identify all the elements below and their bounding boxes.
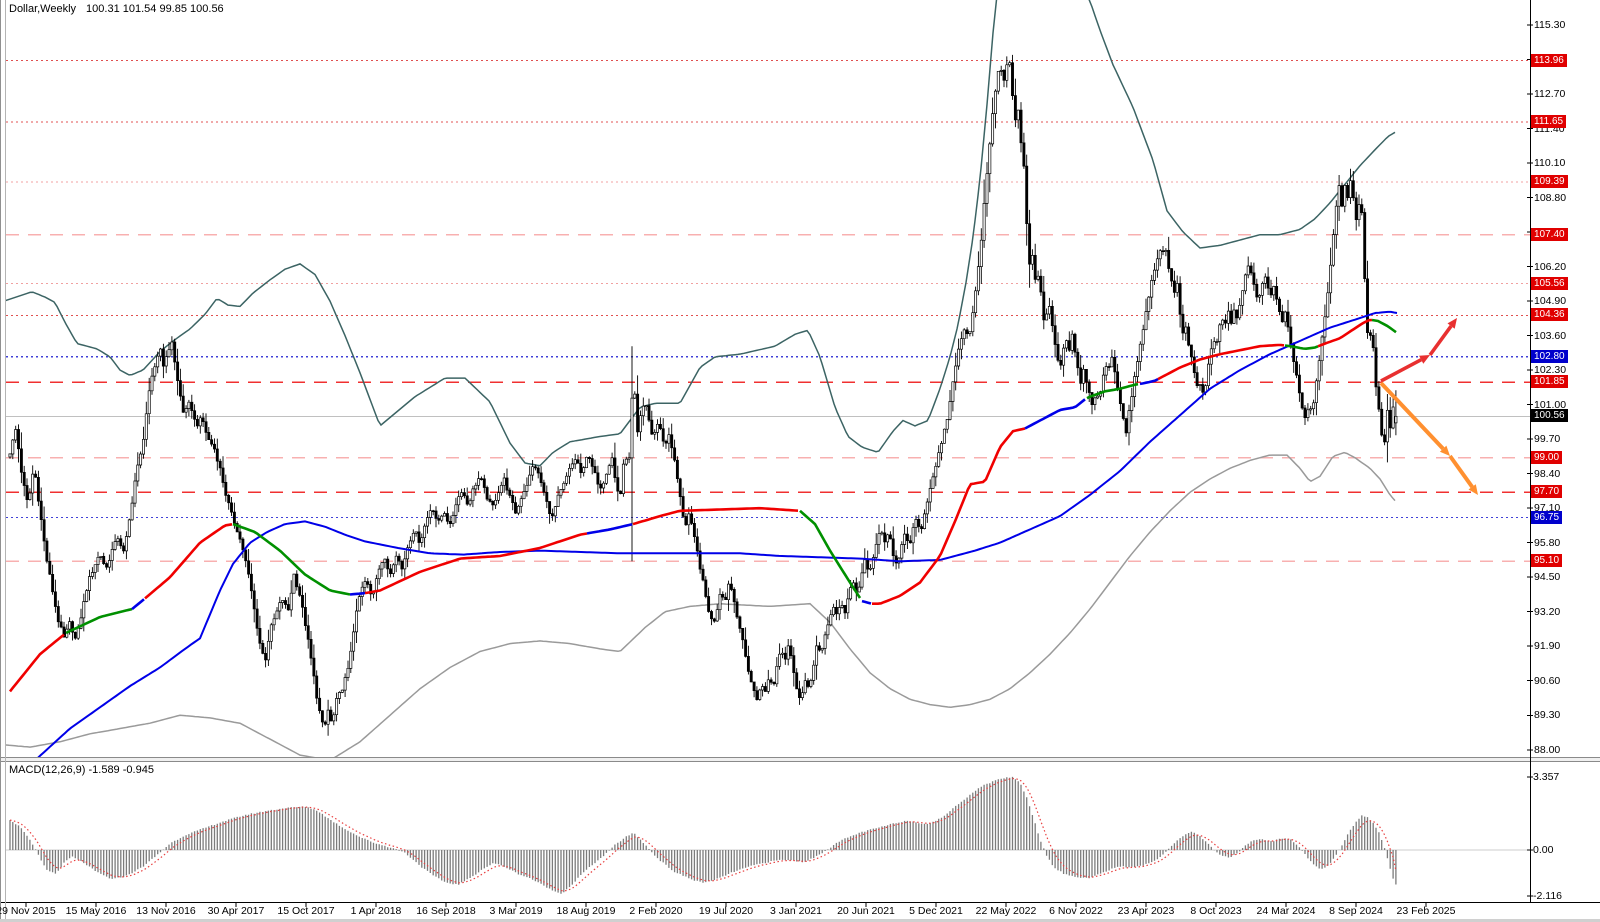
- macd-histogram: [9, 776, 1397, 894]
- time-axis-label: 15 May 2016: [65, 905, 127, 917]
- macd-indicator-label: MACD(12,26,9) -1.589 -0.945: [9, 764, 154, 776]
- price-level-tag: 102.80: [1531, 349, 1568, 363]
- price-axis-tick: 89.30: [1534, 709, 1561, 722]
- bollinger-bands: [6, 0, 1396, 757]
- price-axis-tick: 88.00: [1534, 743, 1561, 756]
- price-level-tag: 99.00: [1531, 450, 1563, 464]
- macd-main-value: -1.589: [88, 764, 120, 776]
- macd-axis-tick: 0.00: [1533, 844, 1554, 856]
- price-level-tag: 113.96: [1531, 53, 1567, 67]
- price-level-tag: 109.39: [1531, 174, 1568, 188]
- axis-ticks: [25, 24, 1533, 907]
- price-level-tag: 95.10: [1531, 554, 1563, 568]
- macd-signal-line: [9, 777, 1397, 892]
- time-axis-label: 22 May 2022: [975, 905, 1037, 917]
- price-level-tag: 96.75: [1531, 510, 1563, 524]
- time-axis-label: 30 Apr 2017: [207, 905, 265, 917]
- macd-axis-tick: 3.357: [1533, 771, 1560, 784]
- price-axis-tick: 102.30: [1534, 364, 1567, 377]
- price-axis-tick: 108.80: [1534, 191, 1567, 204]
- time-axis-label: 3 Jan 2021: [770, 905, 822, 917]
- price-axis-tick: 99.70: [1534, 433, 1561, 446]
- candlesticks: [8, 54, 1398, 736]
- price-level-tag: 101.85: [1531, 375, 1568, 389]
- time-axis-label: 13 Nov 2016: [136, 905, 196, 917]
- time-axis-label: 8 Sep 2024: [1329, 905, 1383, 917]
- price-level-tag: 107.40: [1531, 227, 1568, 241]
- time-axis-label: 8 Oct 2023: [1190, 905, 1242, 917]
- time-axis-label: 23 Apr 2023: [1117, 905, 1175, 917]
- ohlc-values: 100.31 101.54 99.85 100.56: [86, 3, 224, 15]
- time-axis-label: 6 Nov 2022: [1049, 905, 1103, 917]
- time-axis-label: 29 Nov 2015: [0, 905, 56, 917]
- chart-title: Dollar,Weekly 100.31 101.54 99.85 100.56: [9, 3, 224, 15]
- price-axis-tick: 95.80: [1534, 536, 1561, 549]
- time-axis-label: 23 Feb 2025: [1396, 905, 1456, 917]
- forecast-arrows: [1379, 318, 1478, 495]
- time-axis-label: 1 Apr 2018: [350, 905, 402, 917]
- macd-signal-value: -0.945: [122, 764, 154, 776]
- price-level-tag: 105.56: [1531, 276, 1568, 290]
- macd-name: MACD(12,26,9): [9, 764, 86, 776]
- time-axis-label: 20 Jun 2021: [837, 905, 895, 917]
- level-lines: [6, 59, 1530, 563]
- price-level-tag: 97.70: [1531, 485, 1563, 499]
- price-axis-tick: 93.20: [1534, 605, 1561, 618]
- time-axis-label: 5 Dec 2021: [909, 905, 963, 917]
- price-axis-tick: 94.50: [1534, 571, 1561, 584]
- time-axis-label: 18 Aug 2019: [556, 905, 616, 917]
- time-axis-label: 15 Oct 2017: [277, 905, 335, 917]
- time-axis-label: 16 Sep 2018: [416, 905, 476, 917]
- price-level-tag: 111.65: [1531, 114, 1567, 128]
- symbol-period-label: Dollar,Weekly: [9, 3, 77, 15]
- price-axis-tick: 106.20: [1534, 260, 1567, 273]
- price-axis-tick: 104.90: [1534, 295, 1567, 308]
- time-axis-label: 3 Mar 2019: [489, 905, 543, 917]
- price-axis-tick: 91.90: [1534, 640, 1561, 653]
- time-axis-label: 24 Mar 2024: [1256, 905, 1316, 917]
- macd-axis-tick: -2.116: [1533, 889, 1562, 902]
- price-level-tag: 104.36: [1531, 308, 1568, 322]
- price-axis-tick: 112.70: [1534, 88, 1566, 100]
- price-axis-tick: 103.60: [1534, 329, 1567, 342]
- time-axis-label: 19 Jul 2020: [698, 905, 754, 917]
- time-axis-label: 2 Feb 2020: [629, 905, 683, 917]
- price-axis-tick: 90.60: [1534, 674, 1561, 687]
- price-axis-tick: 115.30: [1534, 19, 1566, 31]
- current-price-tag: 100.56: [1531, 409, 1568, 423]
- price-axis-tick: 101.00: [1534, 398, 1567, 411]
- price-axis-tick: 98.40: [1534, 467, 1561, 480]
- price-axis-tick: 110.10: [1534, 157, 1566, 169]
- moving-averages: [8, 310, 1398, 757]
